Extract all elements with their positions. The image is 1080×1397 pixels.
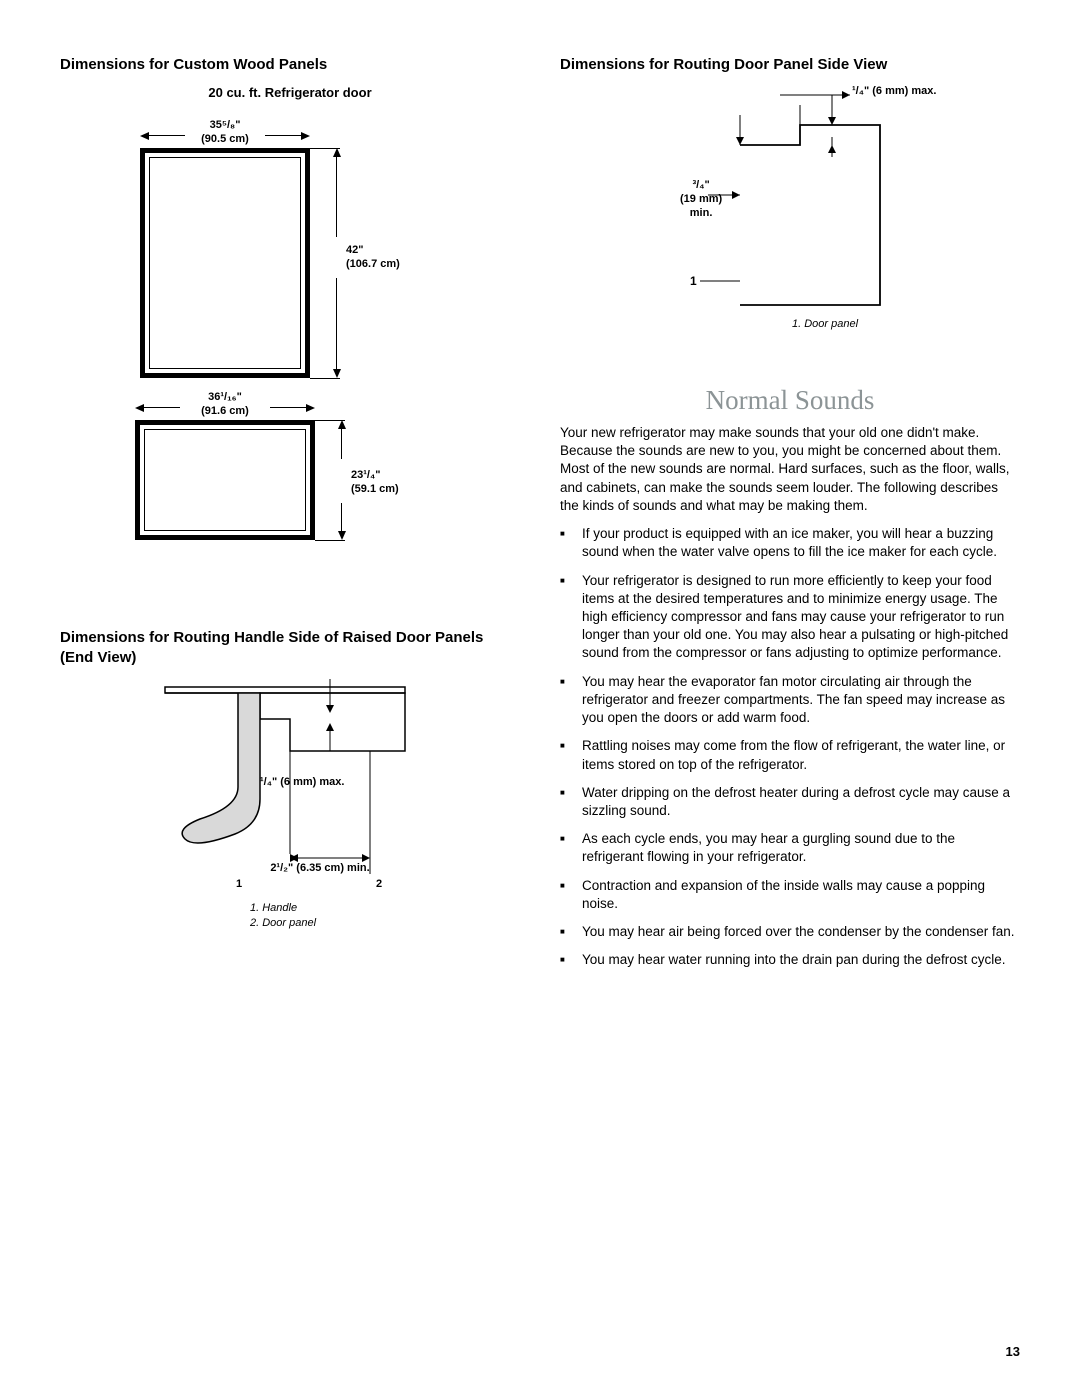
handle-end-view-diagram: ¹/₄" (6 mm) max. 2¹/₂" (6.35 cm) min. 1 … bbox=[140, 679, 440, 939]
side-view-diagram: 1 ¹/₄" (6 mm) max. ³/₄" (19 mm) min. 1. … bbox=[600, 85, 980, 355]
list-item: Contraction and expansion of the inside … bbox=[582, 877, 1020, 913]
list-item: You may hear water running into the drai… bbox=[582, 951, 1020, 969]
side-view-svg: 1 bbox=[600, 85, 980, 355]
bot-width-in: 36¹/₁₆" bbox=[208, 391, 242, 403]
list-item: Water dripping on the defrost heater dur… bbox=[582, 784, 1020, 820]
normal-sounds-list: If your product is equipped with an ice … bbox=[560, 525, 1020, 969]
handle-min-label: 2¹/₂" (6.35 cm) min. bbox=[270, 862, 369, 874]
refrigerator-door-subheading: 20 cu. ft. Refrigerator door bbox=[60, 85, 520, 100]
top-width-in: 35⁵/₈" bbox=[210, 119, 241, 131]
handle-num1: 1 bbox=[236, 877, 242, 891]
handle-legend2: 2. Door panel bbox=[250, 917, 316, 929]
svg-text:1: 1 bbox=[690, 274, 697, 288]
top-height-cm: (106.7 cm) bbox=[346, 258, 400, 270]
right-column: Dimensions for Routing Door Panel Side V… bbox=[560, 56, 1020, 979]
normal-sounds-intro: Your new refrigerator may make sounds th… bbox=[560, 424, 1020, 515]
normal-sounds-heading: Normal Sounds bbox=[560, 385, 1020, 416]
bot-height-in: 23¹/₄" bbox=[351, 469, 380, 481]
routing-side-view-heading: Dimensions for Routing Door Panel Side V… bbox=[560, 56, 1020, 73]
list-item: You may hear the evaporator fan motor ci… bbox=[582, 673, 1020, 728]
side-min-c: min. bbox=[690, 207, 713, 219]
handle-svg bbox=[140, 679, 440, 939]
page-number: 13 bbox=[1006, 1344, 1020, 1359]
list-item: Rattling noises may come from the flow o… bbox=[582, 737, 1020, 773]
list-item: You may hear air being forced over the c… bbox=[582, 923, 1020, 941]
left-column: Dimensions for Custom Wood Panels 20 cu.… bbox=[60, 56, 520, 979]
side-min-a: ³/₄" bbox=[693, 179, 710, 191]
door-panels-diagram: 35⁵/₈" (90.5 cm) 42" (106.7 cm) bbox=[90, 118, 490, 618]
top-width-cm: (90.5 cm) bbox=[201, 133, 249, 145]
top-height-in: 42" bbox=[346, 244, 363, 256]
side-legend1: 1. Door panel bbox=[750, 317, 900, 332]
custom-panels-heading: Dimensions for Custom Wood Panels bbox=[60, 56, 520, 73]
list-item: If your product is equipped with an ice … bbox=[582, 525, 1020, 561]
handle-legend1: 1. Handle bbox=[250, 902, 297, 914]
bot-height-cm: (59.1 cm) bbox=[351, 483, 399, 495]
side-min-b: (19 mm) bbox=[680, 193, 722, 205]
list-item: Your refrigerator is designed to run mor… bbox=[582, 572, 1020, 663]
handle-num2: 2 bbox=[376, 877, 382, 891]
handle-max-label: ¹/₄" (6 mm) max. bbox=[260, 775, 344, 789]
handle-side-heading: Dimensions for Routing Handle Side of Ra… bbox=[60, 628, 520, 667]
list-item: As each cycle ends, you may hear a gurgl… bbox=[582, 830, 1020, 866]
side-top-max: ¹/₄" (6 mm) max. bbox=[852, 85, 936, 97]
bot-width-cm: (91.6 cm) bbox=[201, 405, 249, 417]
